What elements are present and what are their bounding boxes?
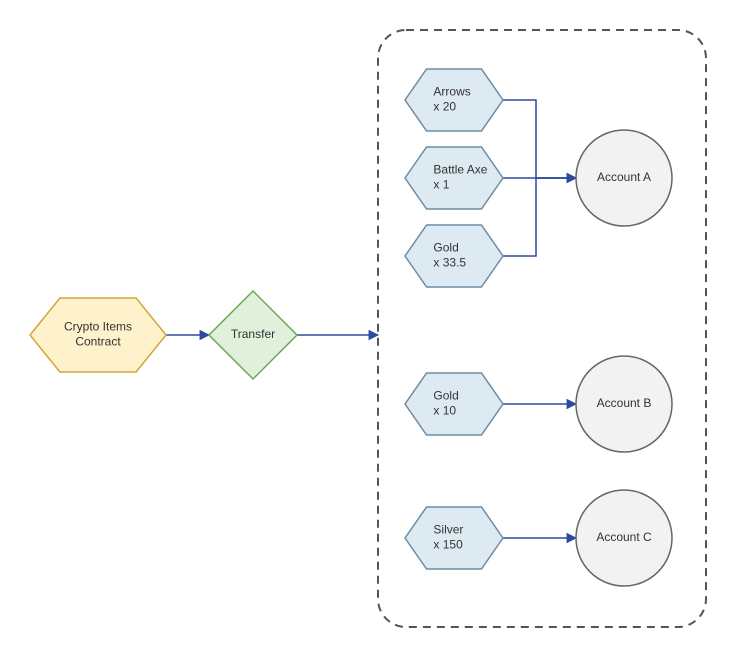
node-accountC-label: Account C [596, 530, 652, 544]
node-accountA: Account A [576, 130, 672, 226]
node-silver: Silverx 150 [405, 507, 503, 569]
node-accountB-label: Account B [597, 396, 652, 410]
node-gold10-label: Goldx 10 [433, 389, 458, 418]
node-contract: Crypto ItemsContract [30, 298, 166, 372]
node-accountC: Account C [576, 490, 672, 586]
node-arrows: Arrowsx 20 [405, 69, 503, 131]
node-transfer-label: Transfer [231, 327, 275, 341]
node-accountB: Account B [576, 356, 672, 452]
diagram-canvas: contracttransferarrowsbattleaxegold33gol… [0, 0, 739, 660]
node-silver-label: Silverx 150 [433, 523, 463, 552]
node-battleaxe: Battle Axex 1 [405, 147, 503, 209]
node-gold33: Goldx 33.5 [405, 225, 503, 287]
node-gold10: Goldx 10 [405, 373, 503, 435]
node-accountA-label: Account A [597, 170, 651, 184]
